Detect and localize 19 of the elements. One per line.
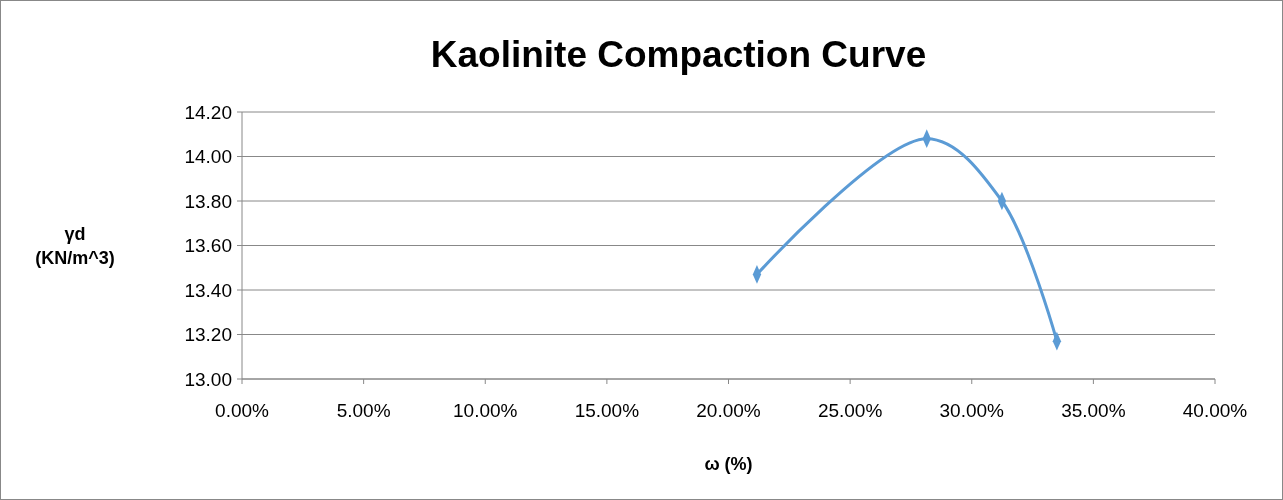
x-tick-label: 30.00% — [939, 400, 1005, 421]
x-axis-title: ω (%) — [704, 454, 753, 474]
y-tick-label: 14.20 — [184, 101, 232, 123]
y-tick-label: 13.20 — [184, 324, 232, 346]
x-tick-label: 15.00% — [574, 400, 640, 421]
x-tick-label: 35.00% — [1061, 400, 1126, 421]
x-tick-label: 40.00% — [1182, 400, 1248, 421]
x-tick-label: 25.00% — [817, 400, 883, 421]
chart-title: Kaolinite Compaction Curve — [430, 34, 927, 75]
x-tick-label: 0.00% — [215, 400, 270, 421]
y-tick-label: 14.00 — [184, 146, 232, 168]
y-axis-title: γd (KN/m^3) — [35, 224, 115, 268]
x-tick-label: 10.00% — [453, 400, 518, 421]
y-tick-label: 13.00 — [184, 368, 232, 390]
x-tick-label: 20.00% — [696, 400, 761, 421]
y-tick-label: 13.60 — [184, 235, 232, 257]
x-tick-label: 5.00% — [336, 400, 391, 421]
y-tick-label: 13.80 — [184, 190, 232, 212]
y-tick-label: 13.40 — [184, 279, 232, 301]
